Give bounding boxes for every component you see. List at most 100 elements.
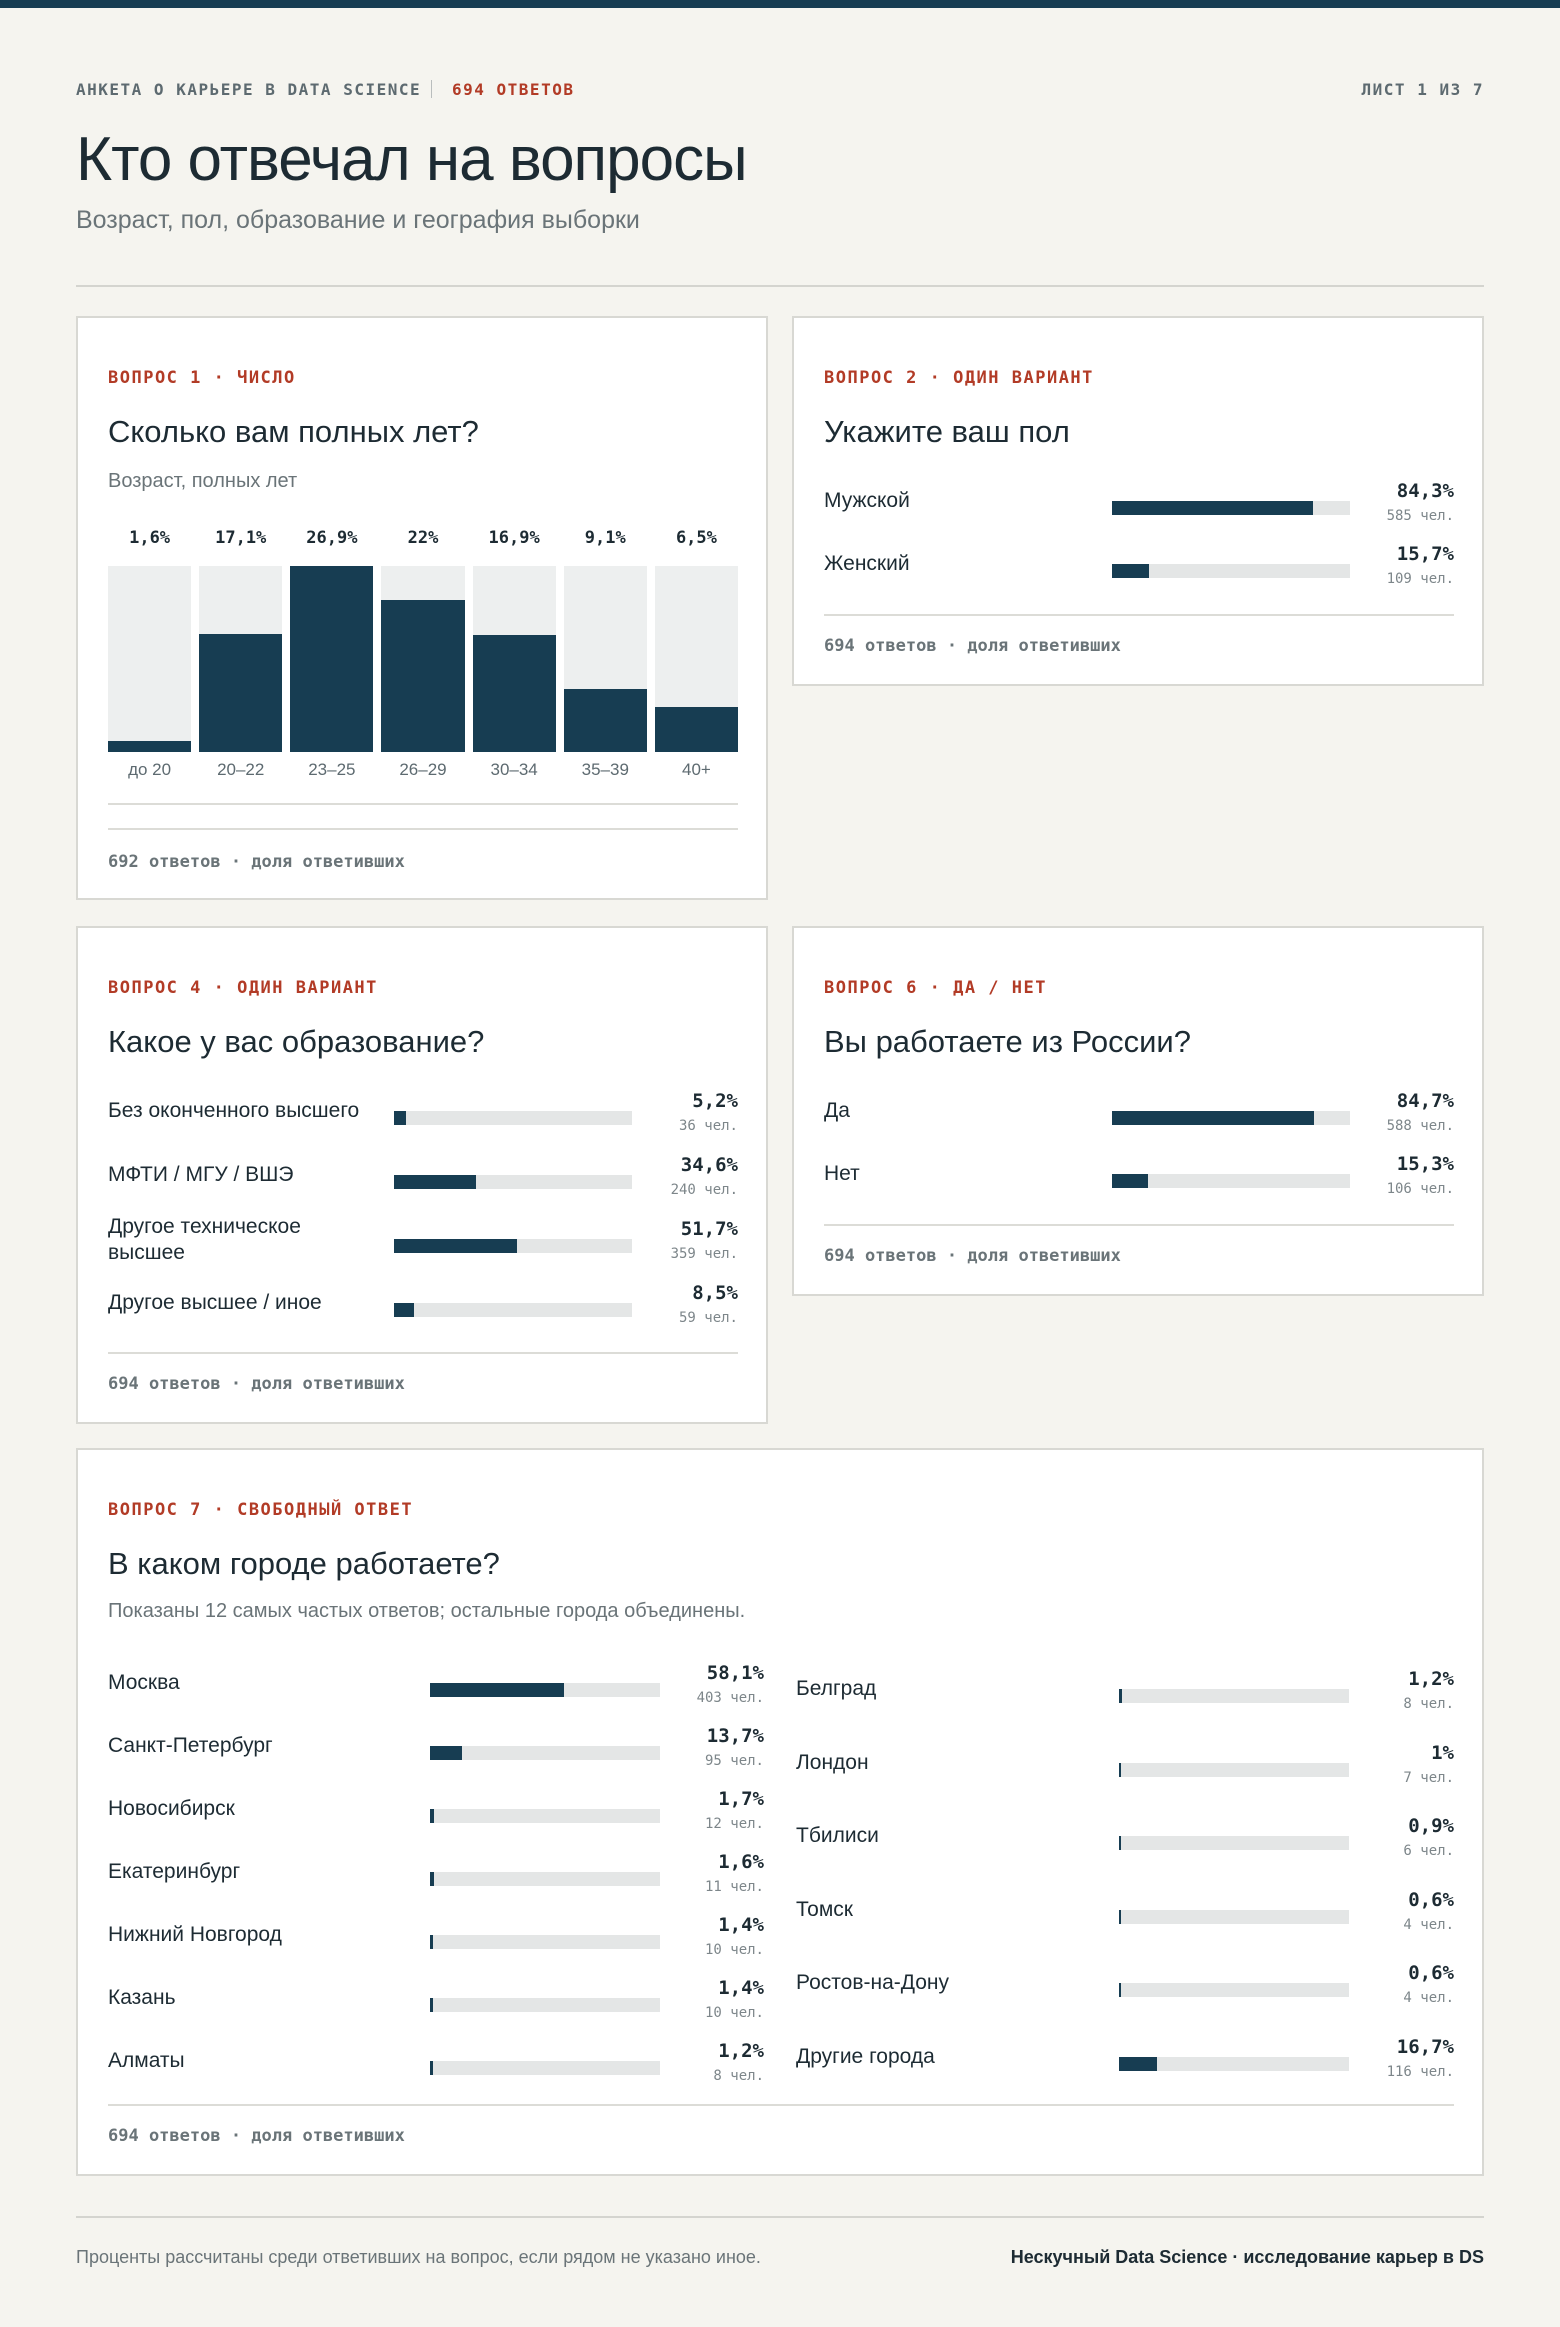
- bar: [1119, 1689, 1122, 1703]
- bar-count-label: 12 чел.: [704, 1816, 764, 1832]
- bar: [430, 1683, 564, 1697]
- bar-count-label: 585 чел.: [1386, 508, 1454, 524]
- bar-track: [1112, 501, 1350, 515]
- bar: [430, 2061, 433, 2075]
- card-city: ВОПРОС 7 · СВОБОДНЫЙ ОТВЕТ В каком город…: [76, 1448, 1484, 2176]
- card-footnote: 694 ответов · доля ответивших: [108, 1374, 405, 1394]
- footer-rule: [824, 614, 1454, 616]
- bar-track: [430, 1935, 660, 1949]
- bar: [1119, 1762, 1122, 1777]
- bar-value-label: 16,7%: [1396, 2036, 1454, 2058]
- bar-value-label: 51,7%: [680, 1218, 738, 1240]
- bar-track: [394, 1303, 632, 1317]
- bar-count-label: 588 чел.: [1386, 1118, 1454, 1134]
- bar-value-label: 1,2%: [718, 2040, 764, 2062]
- bar-count-label: 11 чел.: [704, 1879, 764, 1895]
- bar-track: [108, 566, 192, 752]
- question-label: ВОПРОС 4 · ОДИН ВАРИАНТ: [108, 978, 378, 998]
- bar-value-label: 1%: [1431, 1741, 1454, 1764]
- bar-value-label: 1,4%: [718, 1977, 764, 1999]
- bar-row: Новосибирск 1,7% 12 чел.: [108, 1788, 764, 1842]
- category-label: Другие города: [796, 2045, 935, 2068]
- category-label: Другое высшее / иное: [108, 1291, 322, 1314]
- category-label: МФТИ / МГУ / ВШЭ: [108, 1163, 294, 1186]
- question-label: ВОПРОС 6 · ДА / НЕТ: [824, 978, 1047, 998]
- bar-track: [1119, 1762, 1349, 1777]
- bar-value-label: 58,1%: [706, 1662, 764, 1684]
- bar-row: Алматы 1,2% 8 чел.: [108, 2040, 764, 2094]
- bar-row: Да 84,7% 588 чел.: [824, 1090, 1454, 1144]
- bar: [394, 1239, 518, 1253]
- bar-count-label: 10 чел.: [704, 1942, 764, 1958]
- bar: [430, 1809, 434, 1823]
- bar-value-label: 9,1%: [584, 528, 626, 548]
- bar: [430, 1872, 434, 1886]
- bar-count-label: 10 чел.: [704, 2005, 764, 2021]
- bar-track: [199, 566, 283, 752]
- category-label: Без оконченного высшего: [108, 1099, 360, 1122]
- bar-track: [430, 1746, 660, 1760]
- category-label: Да: [824, 1099, 850, 1122]
- question-label: ВОПРОС 2 · ОДИН ВАРИАНТ: [824, 368, 1094, 388]
- bar: [394, 1175, 477, 1189]
- question-title: Укажите ваш пол: [824, 414, 1070, 449]
- x-tick-label: до 20: [128, 760, 172, 779]
- x-tick-label: 30–34: [490, 760, 538, 779]
- bar-track: [1112, 1111, 1350, 1125]
- survey-name: АНКЕТА О КАРЬЕРЕ В DATA SCIENCE: [76, 80, 422, 99]
- bar: [563, 689, 647, 752]
- bar-count-label: 4 чел.: [1403, 1990, 1454, 2007]
- bar: [430, 1746, 462, 1760]
- bar-row: Тбилиси 0,9% 6 чел.: [796, 1815, 1454, 1869]
- footer-divider: [76, 2216, 1484, 2218]
- category-label: Белград: [796, 1677, 877, 1700]
- question-title: Какое у вас образование?: [108, 1024, 485, 1059]
- card-footnote: 694 ответов · доля ответивших: [824, 1246, 1121, 1266]
- category-label: Тбилиси: [796, 1824, 879, 1848]
- category-label: Мужской: [824, 489, 910, 512]
- category-label: Ростов-на-Дону: [796, 1971, 949, 1995]
- meta-separator: [431, 80, 432, 98]
- footer-rule: [824, 1224, 1454, 1226]
- bar-value-label: 8,5%: [692, 1282, 738, 1304]
- bar: [108, 740, 192, 752]
- bar-track: [563, 566, 647, 752]
- question-title: Сколько вам полных лет?: [108, 414, 479, 449]
- x-tick-label: 23–25: [308, 760, 356, 779]
- bar-count-label: 116 чел.: [1386, 2064, 1454, 2080]
- bar: [1119, 1983, 1121, 1998]
- card-age: ВОПРОС 1 · ЧИСЛО Сколько вам полных лет?…: [76, 316, 768, 900]
- category-label: Казань: [108, 1986, 176, 2009]
- question-title: В каком городе работаете?: [108, 1546, 500, 1581]
- bar: [381, 599, 465, 752]
- bar: [1112, 1111, 1314, 1125]
- footer-rule: [108, 828, 738, 830]
- bar-track: [430, 1809, 660, 1823]
- bar-count-label: 59 чел.: [678, 1310, 738, 1326]
- category-label: Нижний Новгород: [108, 1923, 282, 1946]
- card-gender: ВОПРОС 2 · ОДИН ВАРИАНТ Укажите ваш пол …: [792, 316, 1484, 686]
- card-footnote: 694 ответов · доля ответивших: [108, 2126, 405, 2146]
- x-tick-label: 26–29: [399, 760, 447, 779]
- bar: [290, 566, 374, 752]
- bar-track: [394, 1111, 632, 1125]
- bar-value-label: 15,7%: [1396, 543, 1454, 565]
- bar-row: МФТИ / МГУ / ВШЭ 34,6% 240 чел.: [108, 1154, 738, 1208]
- bar-track: [430, 2061, 660, 2075]
- bar-track: [430, 1872, 660, 1886]
- bar: [199, 633, 283, 752]
- bar-track: [1119, 1909, 1349, 1924]
- category-label: Томск: [796, 1897, 853, 1921]
- bar-value-label: 84,3%: [1396, 480, 1454, 502]
- bar-count-label: 109 чел.: [1386, 571, 1454, 587]
- bar-track: [472, 566, 556, 752]
- bar: [654, 707, 738, 752]
- bar-track: [394, 1175, 632, 1189]
- bar: [472, 635, 556, 752]
- bar-row: Казань 1,4% 10 чел.: [108, 1977, 764, 2031]
- histogram-column: 26,9% 23–25: [290, 528, 374, 798]
- bar-row: Без оконченного высшего 5,2% 36 чел.: [108, 1090, 738, 1144]
- bar-row: Другое высшее / иное 8,5% 59 чел.: [108, 1282, 738, 1336]
- footer-credit: Нескучный Data Science · исследование ка…: [1010, 2247, 1484, 2267]
- bar-count-label: 4 чел.: [1403, 1916, 1454, 1933]
